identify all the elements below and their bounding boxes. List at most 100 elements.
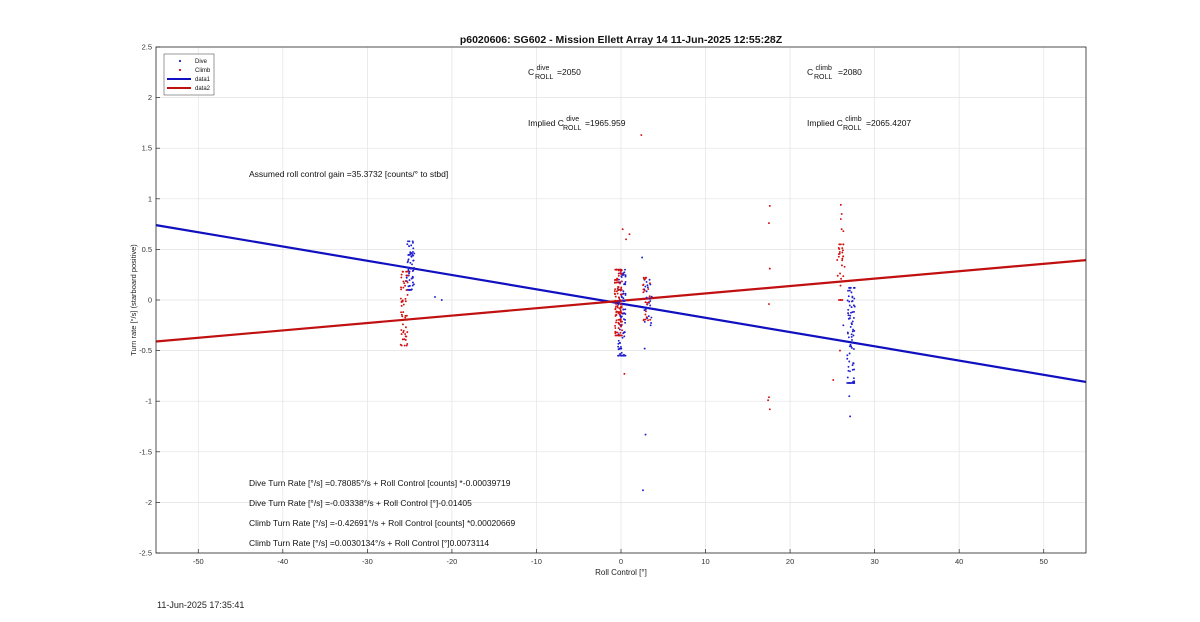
- data-point-climb: [403, 344, 406, 347]
- data-point-dive: [852, 316, 855, 319]
- data-point-climb: [619, 293, 622, 296]
- data-point-dive: [409, 252, 412, 255]
- data-point-climb: [404, 284, 407, 287]
- data-point-climb: [404, 326, 407, 329]
- data-point-climb: [838, 299, 840, 301]
- data-point-dive: [643, 309, 646, 312]
- data-point-climb: [405, 344, 408, 347]
- data-point-climb: [406, 331, 409, 334]
- data-point-climb: [618, 313, 621, 316]
- x-axis-label: Roll Control [°]: [595, 568, 647, 577]
- data-point-climb: [400, 288, 403, 291]
- data-point-dive: [648, 297, 651, 300]
- data-point-climb: [648, 295, 651, 298]
- data-point-climb: [619, 307, 621, 310]
- data-point-climb: [841, 259, 844, 262]
- data-point-climb: [643, 289, 646, 292]
- data-point-dive: [851, 364, 854, 367]
- data-point-dive: [406, 243, 409, 246]
- data-point-climb: [401, 270, 404, 273]
- data-point-climb: [405, 289, 408, 292]
- data-point-climb: [405, 270, 408, 273]
- data-point-climb: [620, 325, 622, 328]
- data-point-dive: [851, 320, 854, 323]
- data-point-dive: [620, 354, 623, 357]
- data-point-dive: [851, 300, 854, 302]
- data-point-climb: [616, 300, 619, 303]
- data-point-climb: [644, 318, 647, 321]
- data-point-dive: [624, 313, 627, 315]
- data-point-dive: [848, 304, 851, 307]
- data-point-dive: [849, 415, 852, 418]
- data-point-climb: [404, 335, 407, 338]
- data-point-climb: [768, 267, 771, 270]
- data-point-climb: [621, 329, 624, 332]
- data-point-dive: [621, 336, 624, 339]
- data-point-dive: [643, 347, 646, 350]
- data-point-climb: [620, 323, 623, 326]
- data-point-climb: [620, 286, 623, 289]
- data-point-dive: [407, 258, 410, 261]
- data-point-climb: [842, 275, 845, 278]
- fit-equation-2: Dive Turn Rate [°/s] =-0.03338°/s + Roll…: [249, 498, 472, 508]
- data-point-dive: [644, 433, 647, 436]
- data-point-climb: [616, 292, 619, 295]
- data-point-dive: [847, 314, 850, 317]
- data-point-dive: [846, 382, 849, 384]
- legend: Dive Climb data1 data2: [163, 53, 215, 96]
- data-point-climb: [406, 274, 409, 277]
- data-point-dive: [407, 240, 409, 243]
- data-point-climb: [400, 311, 403, 314]
- data-point-dive: [853, 329, 856, 332]
- data-point-climb: [615, 334, 618, 337]
- data-point-climb: [644, 313, 647, 316]
- data-point-climb: [644, 301, 647, 304]
- data-point-climb: [617, 289, 620, 292]
- implied-climb-sub: ROLL: [843, 125, 861, 132]
- data-point-climb: [404, 297, 407, 300]
- data-point-climb: [613, 300, 616, 303]
- data-point-climb: [768, 408, 771, 411]
- data-point-climb: [619, 331, 622, 334]
- y-tick-label: -0.5: [139, 346, 152, 355]
- implied-climb-sup: climb: [845, 116, 861, 123]
- data-point-dive: [850, 333, 853, 336]
- data-point-dive: [410, 244, 413, 247]
- data-point-dive: [643, 320, 646, 323]
- data-point-dive: [408, 279, 411, 282]
- data-point-dive: [405, 276, 408, 279]
- data-point-dive: [411, 240, 414, 243]
- data-point-climb: [615, 331, 618, 334]
- data-point-dive: [623, 271, 626, 274]
- c-roll-dive-sub: ROLL: [535, 74, 553, 81]
- data-point-climb: [617, 327, 620, 330]
- data-point-dive: [434, 296, 436, 298]
- data-point-climb: [617, 274, 620, 277]
- data-point-dive: [410, 255, 413, 258]
- data-point-dive: [848, 289, 851, 292]
- data-point-dive: [620, 295, 623, 298]
- data-point-dive: [852, 362, 855, 365]
- data-point-dive: [412, 250, 414, 253]
- x-tick-label: 40: [955, 557, 963, 566]
- data-point-dive: [644, 285, 647, 288]
- data-point-dive: [847, 369, 850, 372]
- x-tick-label: 10: [701, 557, 709, 566]
- data-point-climb: [620, 280, 623, 283]
- implied-dive-value: =1965.959: [585, 118, 626, 128]
- data-point-dive: [623, 331, 626, 334]
- data-point-dive: [848, 370, 851, 373]
- data-point-dive: [848, 352, 851, 355]
- data-point-climb: [402, 311, 405, 314]
- data-point-dive: [647, 315, 650, 318]
- data-point-dive: [650, 295, 653, 298]
- data-point-dive: [846, 357, 849, 360]
- data-point-climb: [615, 319, 618, 322]
- implied-dive-sub: ROLL: [563, 125, 581, 132]
- data-point-climb: [841, 257, 844, 260]
- data-point-dive: [411, 252, 414, 255]
- data-point-climb: [614, 324, 617, 327]
- c-roll-climb-base: C: [807, 67, 813, 77]
- data-point-climb: [837, 246, 840, 249]
